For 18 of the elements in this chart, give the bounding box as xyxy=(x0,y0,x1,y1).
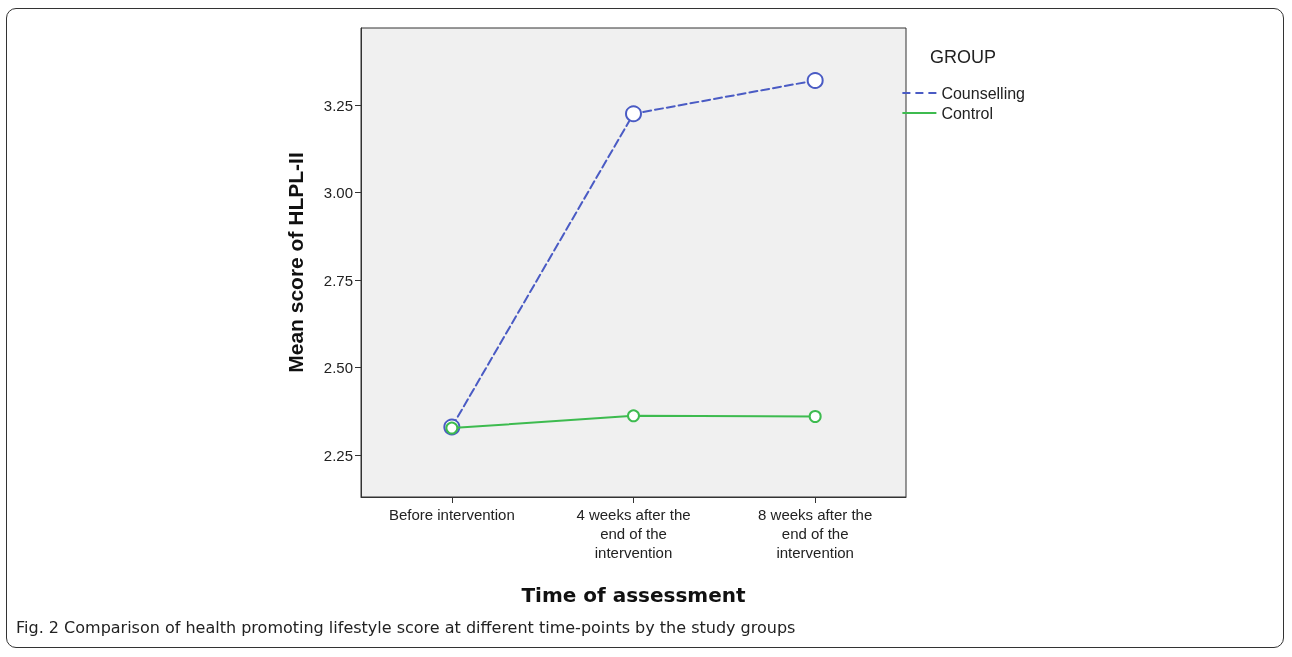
y-tick-label: 2.50 xyxy=(323,359,353,376)
y-tick-label: 3.00 xyxy=(323,184,353,201)
point xyxy=(806,72,824,89)
point xyxy=(627,409,640,423)
y-tick-label: 2.25 xyxy=(323,446,353,464)
legend-label: Counselling xyxy=(941,84,1025,102)
legend-label: Control xyxy=(941,104,993,122)
point xyxy=(625,105,642,123)
x-axis-title: Time of assessment xyxy=(521,583,747,607)
y-tick-label: 3.25 xyxy=(323,96,353,114)
x-tick-label: 8 weeks after the end of the intervention xyxy=(758,506,873,561)
x-tick-label: Before intervention xyxy=(388,506,515,523)
y-tick-label: 2.75 xyxy=(323,271,353,289)
legend-title: GROUP xyxy=(930,47,997,67)
x-tick-label: 4 weeks after the end of the intervention xyxy=(576,506,691,561)
y-axis-title: Mean score of HLPL-II xyxy=(284,152,307,373)
point xyxy=(808,410,822,423)
caption: Fig. 2 Comparison of health promoting lifestyle score at different time-points by the study groups xyxy=(16,618,796,637)
